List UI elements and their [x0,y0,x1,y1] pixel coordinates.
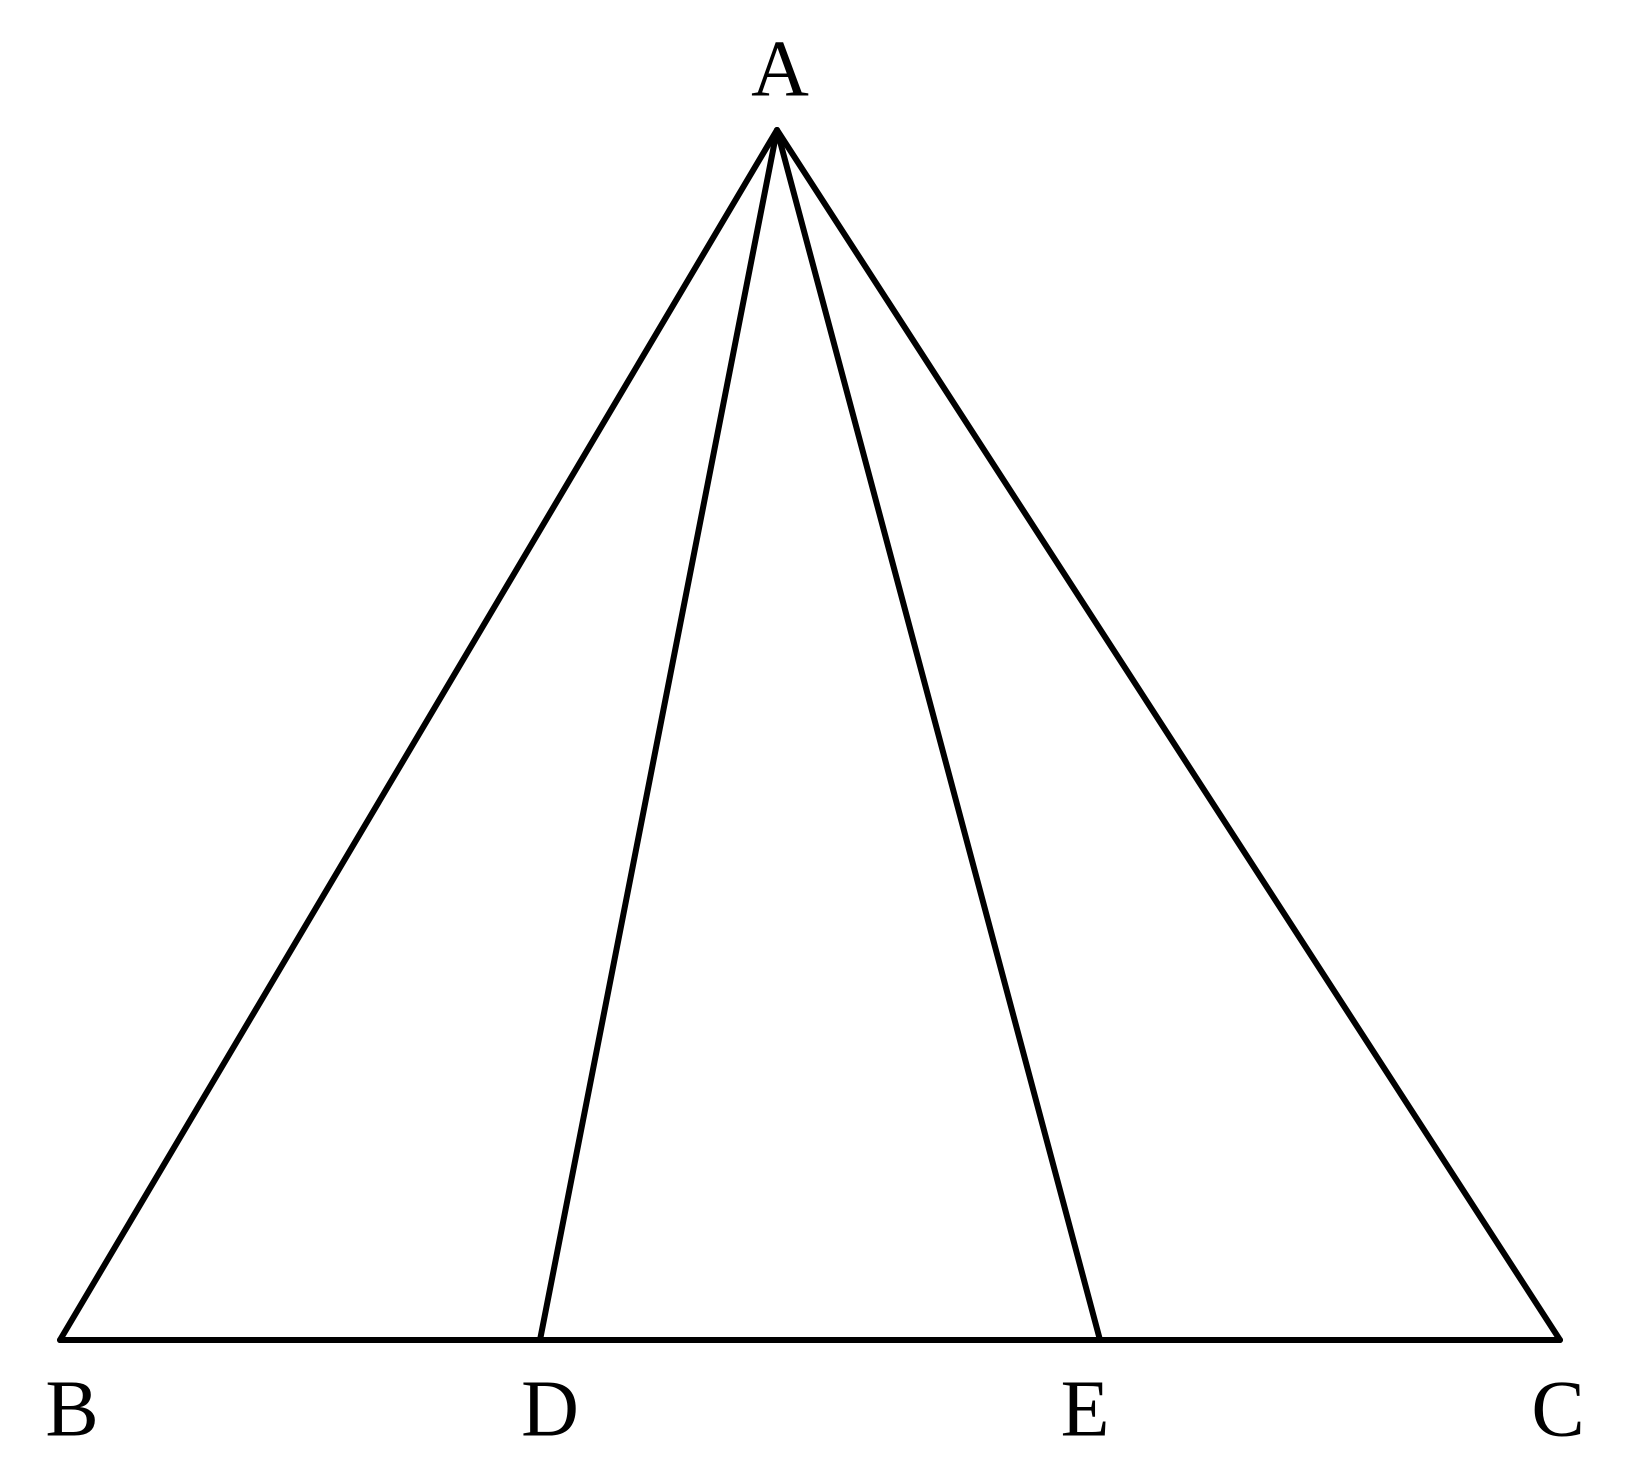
edge-a-e [777,130,1100,1340]
edges-group [60,130,1560,1340]
vertex-label-d: D [521,1365,579,1456]
vertex-label-a: A [751,25,809,116]
diagram-svg [0,0,1627,1469]
edge-a-d [540,130,777,1340]
vertex-label-b: B [45,1365,98,1456]
edge-a-c [777,130,1560,1340]
vertex-label-e: E [1061,1365,1110,1456]
vertex-label-c: C [1531,1365,1584,1456]
geometry-diagram: A B C D E [0,0,1627,1469]
edge-a-b [60,130,777,1340]
